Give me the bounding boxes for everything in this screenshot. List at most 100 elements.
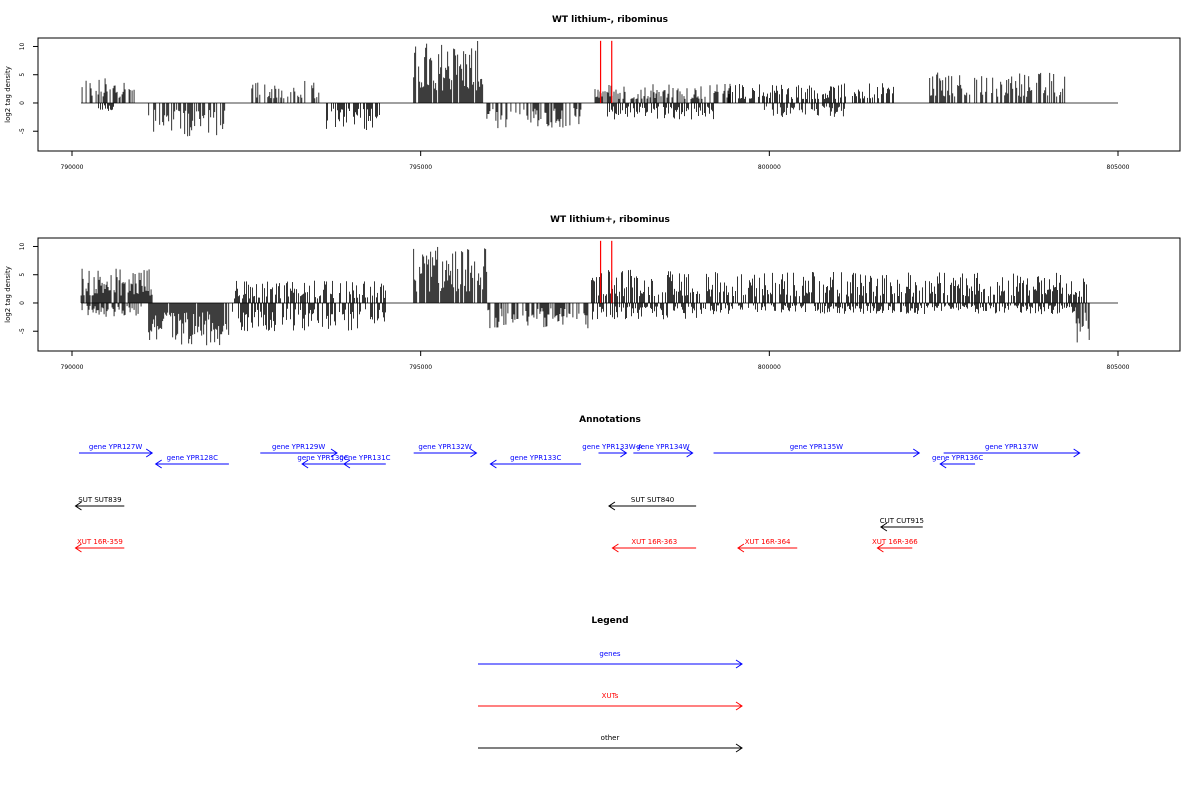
x-tick-label: 800000 <box>758 164 781 171</box>
legend-title: Legend <box>591 616 628 626</box>
feature-label: gene YPR129W <box>272 443 325 451</box>
coverage-segment <box>148 302 230 346</box>
coverage-segment <box>710 302 1076 315</box>
feature-label: SUT SUT839 <box>78 496 121 504</box>
feature-label: XUT 16R-359 <box>77 538 123 546</box>
x-tick-label: 795000 <box>409 364 432 371</box>
x-tick-label: 805000 <box>1107 364 1130 371</box>
coverage-segment <box>251 80 320 103</box>
feature-gene: gene YPR132W <box>413 443 478 458</box>
coverage-segment <box>728 83 894 103</box>
coverage-segment <box>81 78 135 103</box>
y-tick-label: 10 <box>19 42 26 50</box>
feature-label: XUT 16R-366 <box>872 538 918 546</box>
feature-gene: gene YPR127W <box>78 443 154 458</box>
coverage-segment <box>706 271 1087 303</box>
arrowhead <box>330 448 338 458</box>
arrowhead <box>735 743 743 753</box>
coverage-segment <box>592 302 706 320</box>
feature-label: XUT 16R-364 <box>745 538 791 546</box>
arrowhead <box>489 459 497 469</box>
arrowhead <box>735 659 743 669</box>
arrowhead <box>74 543 82 553</box>
coverage-segment <box>591 269 700 303</box>
y-tick-label: 5 <box>19 73 26 77</box>
plot-frame <box>37 237 1181 352</box>
coverage-segment <box>326 102 380 131</box>
x-tick-label: 795000 <box>409 164 432 171</box>
feature-gene: gene YPR131C <box>339 454 391 469</box>
arrowhead <box>611 543 619 553</box>
legend-panel: Legend genes XUTs other <box>478 616 743 753</box>
feature-gene: gene YPR137W <box>943 443 1081 458</box>
legend-item: other <box>478 734 743 753</box>
feature-label: gene YPR133W-A <box>582 443 642 451</box>
arrowhead <box>74 501 82 511</box>
arrowhead <box>608 501 616 511</box>
coverage-segment <box>487 302 589 329</box>
x-tick-label: 790000 <box>61 164 84 171</box>
arrowhead <box>880 522 888 532</box>
y-axis-label: log2 tag density <box>4 266 12 323</box>
feature-xut: XUT 16R-359 <box>74 538 125 553</box>
plot-frame <box>37 37 1181 152</box>
feature-other: SUT SUT840 <box>608 496 697 511</box>
feature-label: SUT SUT840 <box>631 496 674 504</box>
feature-label: gene YPR131C <box>339 454 390 462</box>
y-tick-label: 0 <box>19 301 26 305</box>
coverage-segment <box>413 40 484 103</box>
arrowhead <box>912 448 921 458</box>
feature-label: gene YPR127W <box>89 443 142 451</box>
coverage-segment <box>594 83 731 103</box>
arrowhead <box>876 543 884 553</box>
feature-label: CUT CUT915 <box>880 517 924 525</box>
feature-label: gene YPR130C <box>297 454 348 462</box>
feature-other: SUT SUT839 <box>74 496 125 511</box>
feature-label: gene YPR133C <box>510 454 561 462</box>
coverage-segment <box>1075 302 1090 343</box>
arrowhead <box>939 459 947 469</box>
panel-lithium-plus: WT lithium+, ribominus log2 tag density 10… <box>4 215 1181 371</box>
panel-lithium-minus: WT lithium-, ribominus log2 tag density 10… <box>4 15 1181 171</box>
feature-gene: gene YPR133W-A <box>582 443 643 458</box>
legend-item: XUTs <box>478 692 743 711</box>
feature-gene: gene YPR135W <box>713 443 921 458</box>
feature-gene: gene YPR133C <box>489 454 582 469</box>
annotations-title: Annotations <box>579 415 641 425</box>
arrowhead <box>301 459 309 469</box>
feature-label: gene YPR137W <box>985 443 1038 451</box>
feature-other: CUT CUT915 <box>880 517 924 532</box>
y-tick-label: -5 <box>19 128 26 134</box>
legend-label: genes <box>599 650 620 658</box>
arrowhead <box>154 459 162 469</box>
arrowhead <box>686 448 694 458</box>
x-tick-label: 790000 <box>61 364 84 371</box>
x-tick-label: 805000 <box>1107 164 1130 171</box>
feature-gene: gene YPR129W <box>260 443 338 458</box>
coverage-segment <box>413 246 488 303</box>
feature-gene: gene YPR130C <box>297 454 349 469</box>
feature-label: gene YPR128C <box>167 454 218 462</box>
y-tick-label: 5 <box>19 273 26 277</box>
coverage-segment <box>486 102 582 129</box>
y-tick-label: 10 <box>19 242 26 250</box>
feature-gene: gene YPR136C <box>932 454 983 469</box>
y-tick-label: 0 <box>19 101 26 105</box>
arrowhead <box>145 448 154 458</box>
arrowhead <box>735 701 743 711</box>
coverage-segment <box>98 102 114 111</box>
arrowhead <box>1073 448 1081 458</box>
arrowhead <box>470 448 478 458</box>
feature-gene: gene YPR134W <box>633 443 694 458</box>
feature-xut: XUT 16R-364 <box>737 538 798 553</box>
arrowhead <box>737 543 745 553</box>
y-axis-label: log2 tag density <box>4 66 12 123</box>
feature-label: gene YPR135W <box>790 443 843 451</box>
coverage-segment <box>233 280 386 303</box>
feature-label: gene YPR136C <box>932 454 983 462</box>
panel-title: WT lithium+, ribominus <box>550 215 670 225</box>
feature-label: gene YPR132W <box>418 443 471 451</box>
annotations-panel: Annotations gene YPR127W gene YPR128C gene… <box>74 415 1081 553</box>
